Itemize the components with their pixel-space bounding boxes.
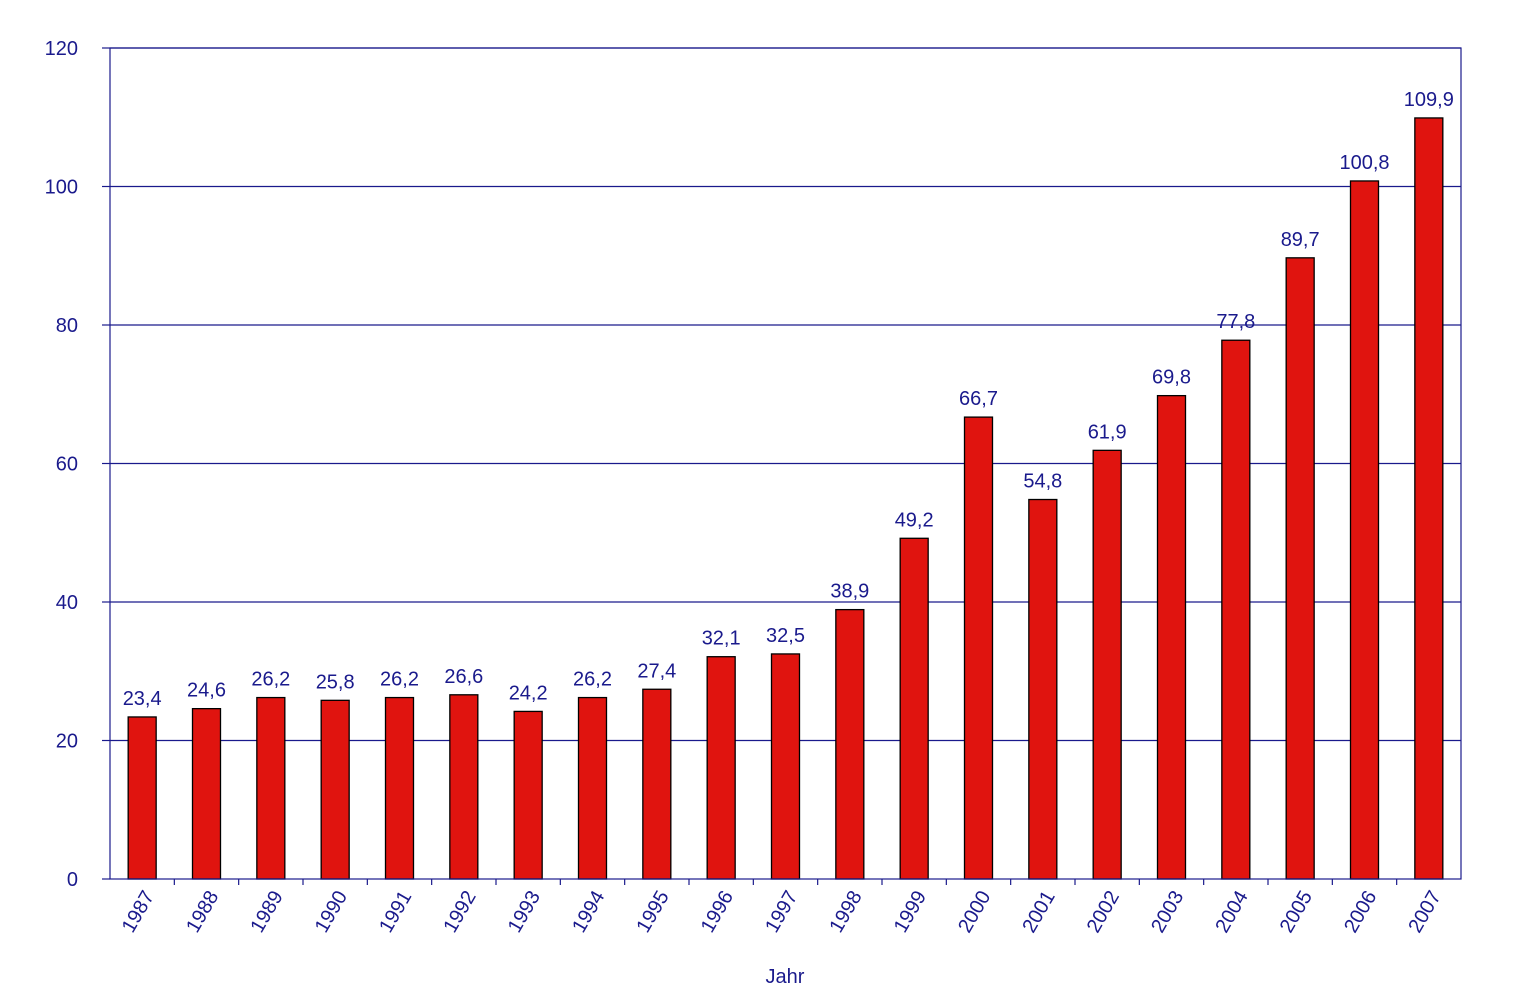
bar (1156, 394, 1187, 880)
bar (127, 716, 157, 880)
x-category-label: 2003 (1147, 887, 1188, 937)
x-category-label: 1992 (439, 887, 480, 937)
bar-value-label: 69,8 (1152, 367, 1191, 389)
y-tick-label: 0 (67, 869, 78, 891)
bar (1221, 339, 1251, 880)
bar (577, 696, 608, 880)
x-category-label: 1995 (632, 887, 673, 937)
bar-value-label: 32,1 (702, 628, 741, 650)
x-category-label: 1988 (182, 887, 223, 937)
bar (1349, 180, 1380, 880)
x-category-label: 2001 (1018, 887, 1059, 937)
bar (256, 696, 286, 880)
y-tick-label: 120 (45, 38, 78, 60)
x-axis-title: Jahr (766, 966, 805, 988)
bar-value-label: 66,7 (959, 388, 998, 410)
bars (127, 117, 1444, 880)
x-category-label: 1989 (246, 887, 287, 937)
y-tick-label: 60 (56, 454, 78, 476)
bar-value-label: 24,2 (509, 682, 548, 704)
y-tick-label: 40 (56, 592, 78, 614)
x-category-label: 1991 (375, 887, 416, 937)
bar (191, 707, 222, 880)
y-tick-label: 80 (56, 315, 78, 337)
plot-frame (109, 47, 1462, 880)
x-category-label: 2005 (1276, 887, 1317, 937)
bar-value-label: 61,9 (1088, 421, 1127, 443)
bar (449, 694, 479, 880)
bar-value-label: 77,8 (1216, 311, 1255, 333)
x-category-label: 1997 (761, 887, 802, 937)
bar (899, 537, 929, 880)
bar-value-label: 32,5 (766, 625, 805, 647)
bar-value-label: 26,2 (573, 669, 612, 691)
bar-value-label: 38,9 (830, 581, 869, 603)
bar (1285, 257, 1315, 880)
bar-value-label: 49,2 (895, 509, 934, 531)
bar-value-label: 27,4 (637, 660, 676, 682)
bar-value-label: 89,7 (1281, 229, 1320, 251)
bar (642, 688, 672, 880)
x-category-label: 1994 (568, 887, 609, 937)
x-category-label: 1996 (697, 887, 738, 937)
bar (384, 696, 415, 880)
bar (835, 608, 865, 880)
bar-value-label: 26,6 (444, 666, 483, 688)
x-category-label: 1999 (890, 887, 931, 937)
bar-value-label: 24,6 (187, 680, 226, 702)
x-category-label: 2002 (1083, 887, 1124, 937)
axes (102, 47, 1462, 885)
bar (1028, 498, 1058, 880)
bar-value-label: 109,9 (1404, 89, 1454, 111)
bar-value-label: 54,8 (1023, 471, 1062, 493)
bar (706, 656, 736, 880)
bar-value-label: 26,2 (251, 669, 290, 691)
bar (1092, 449, 1122, 880)
bar-value-label: 100,8 (1339, 152, 1389, 174)
x-category-label: 1990 (311, 887, 352, 937)
bar (513, 710, 543, 880)
bar (320, 699, 350, 880)
bar (1414, 117, 1444, 880)
x-category-label: 2004 (1211, 887, 1252, 937)
bar-value-label: 23,4 (123, 688, 162, 710)
x-category-label: 1987 (118, 887, 159, 937)
bar (770, 653, 801, 880)
y-tick-label: 100 (45, 177, 78, 199)
x-category-label: 2006 (1340, 887, 1381, 937)
x-category-label: 1993 (504, 887, 545, 937)
bar-value-label: 26,2 (380, 669, 419, 691)
bar-value-label: 25,8 (316, 671, 355, 693)
x-category-label: 1998 (825, 887, 866, 937)
x-category-label: 2007 (1404, 887, 1445, 937)
y-tick-label: 20 (56, 731, 78, 753)
bar (963, 416, 994, 880)
x-category-label: 2000 (954, 887, 995, 937)
